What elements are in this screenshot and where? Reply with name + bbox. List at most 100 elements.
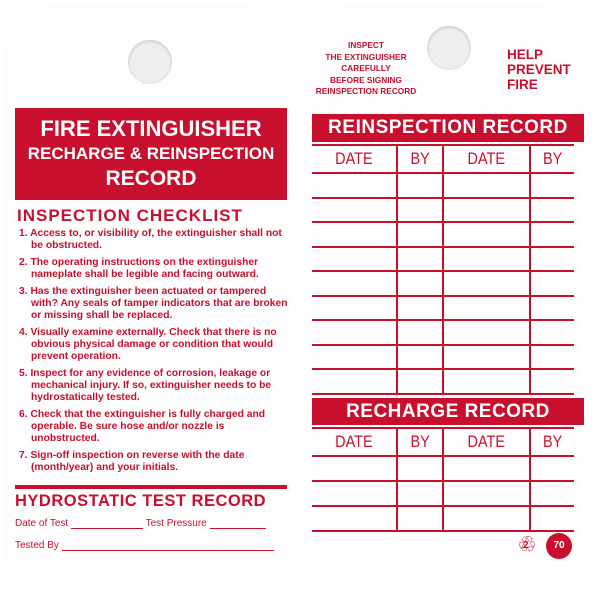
title-line: RECHARGE & REINSPECTION (27, 144, 275, 163)
table-row (312, 368, 574, 395)
slogan-line: HELP (507, 47, 544, 62)
table-cell[interactable] (312, 196, 398, 223)
column-header: DATE (448, 144, 524, 174)
instruction-line: CAREFULLY (341, 63, 391, 73)
tag-hole (427, 26, 471, 70)
table-cell[interactable] (395, 319, 444, 346)
recharge-title: RECHARGE RECORD (312, 398, 584, 425)
title-line: RECORD (105, 167, 197, 190)
table-cell[interactable] (441, 480, 531, 507)
column-header: DATE (318, 427, 392, 457)
tested-by-row: Tested By (15, 540, 274, 551)
table-row (312, 455, 574, 482)
table-cell[interactable] (528, 172, 574, 199)
table-row (312, 480, 574, 507)
table-cell[interactable] (528, 270, 574, 297)
reinspection-title: REINSPECTION RECORD (312, 114, 584, 142)
table-cell[interactable] (312, 480, 398, 507)
table-header-row: DATE BY DATE BY (312, 144, 574, 174)
table-cell[interactable] (441, 172, 531, 199)
table-cell[interactable] (441, 368, 531, 395)
table-cell[interactable] (312, 270, 398, 297)
table-cell[interactable] (395, 270, 444, 297)
table-cell[interactable] (441, 343, 531, 370)
title-banner: FIRE EXTINGUISHER RECHARGE & REINSPECTIO… (15, 108, 287, 200)
table-cell[interactable] (312, 343, 398, 370)
table-row (312, 270, 574, 297)
table-row (312, 172, 574, 199)
table-row (312, 221, 574, 248)
table-cell[interactable] (441, 221, 531, 248)
table-cell[interactable] (528, 368, 574, 395)
table-cell[interactable] (395, 172, 444, 199)
instruction-line: INSPECT (348, 40, 384, 50)
table-cell[interactable] (395, 294, 444, 321)
table-cell[interactable] (528, 245, 574, 272)
hydro-title: HYDROSTATIC TEST RECORD (15, 492, 267, 510)
table-cell[interactable] (441, 505, 531, 532)
slogan-line: FIRE (507, 77, 538, 92)
checklist-item: 1. Access to, or visibility of, the exti… (19, 228, 282, 251)
table-cell[interactable] (312, 455, 398, 482)
instruction-line: BEFORE SIGNING (330, 74, 402, 85)
table-cell[interactable] (528, 343, 574, 370)
table-cell[interactable] (528, 505, 574, 532)
table-cell[interactable] (312, 172, 398, 199)
divider (15, 485, 287, 489)
table-cell[interactable] (395, 245, 444, 272)
table-cell[interactable] (441, 196, 531, 223)
table-cell[interactable] (528, 455, 574, 482)
tested-by-field[interactable] (61, 550, 274, 551)
checklist-item: 6. Check that the extinguisher is fully … (19, 409, 266, 444)
table-row (312, 505, 574, 532)
column-header: BY (399, 144, 441, 174)
table-cell[interactable] (441, 294, 531, 321)
recharge-table: DATE BY DATE BY (312, 427, 574, 532)
recycled-content-icon: 70 (546, 533, 572, 559)
table-cell[interactable] (441, 245, 531, 272)
table-row (312, 196, 574, 223)
table-row (312, 294, 574, 321)
date-of-test-label: Date of Test (15, 518, 69, 529)
table-row (312, 319, 574, 346)
instruction-text: INSPECT THE EXTINGUISHER CAREFULLY BEFOR… (310, 40, 422, 98)
table-cell[interactable] (312, 245, 398, 272)
checklist: 1. Access to, or visibility of, the exti… (19, 228, 289, 479)
table-cell[interactable] (395, 368, 444, 395)
test-pressure-label: Test Pressure (145, 518, 207, 529)
table-cell[interactable] (395, 196, 444, 223)
date-of-test-field[interactable] (70, 528, 143, 529)
table-cell[interactable] (528, 294, 574, 321)
table-cell[interactable] (441, 319, 531, 346)
title-line: FIRE EXTINGUISHER (40, 116, 262, 141)
table-cell[interactable] (312, 368, 398, 395)
table-cell[interactable] (395, 480, 444, 507)
recycle-code: 2 (523, 540, 529, 551)
table-cell[interactable] (312, 505, 398, 532)
table-cell[interactable] (528, 221, 574, 248)
table-header-row: DATE BY DATE BY (312, 427, 574, 457)
table-cell[interactable] (395, 343, 444, 370)
checklist-item: 2. The operating instructions on the ext… (19, 257, 259, 280)
column-header: DATE (318, 144, 392, 174)
back-tag: INSPECT THE EXTINGUISHER CAREFULLY BEFOR… (302, 4, 592, 560)
table-cell[interactable] (312, 221, 398, 248)
table-cell[interactable] (441, 455, 531, 482)
column-header: BY (399, 427, 441, 457)
table-cell[interactable] (395, 455, 444, 482)
table-cell[interactable] (395, 221, 444, 248)
table-cell[interactable] (528, 480, 574, 507)
column-header: BY (531, 427, 571, 457)
table-cell[interactable] (528, 319, 574, 346)
column-header: DATE (448, 427, 524, 457)
table-cell[interactable] (395, 505, 444, 532)
table-cell[interactable] (312, 319, 398, 346)
slogan-line: PREVENT (507, 62, 571, 77)
table-cell[interactable] (312, 294, 398, 321)
table-cell[interactable] (528, 196, 574, 223)
test-pressure-field[interactable] (209, 528, 266, 529)
reinspection-table: DATE BY DATE BY (312, 144, 574, 395)
checklist-item: 3. Has the extinguisher been actuated or… (19, 286, 288, 321)
table-cell[interactable] (441, 270, 531, 297)
slogan: HELP PREVENT FIRE (507, 47, 571, 92)
